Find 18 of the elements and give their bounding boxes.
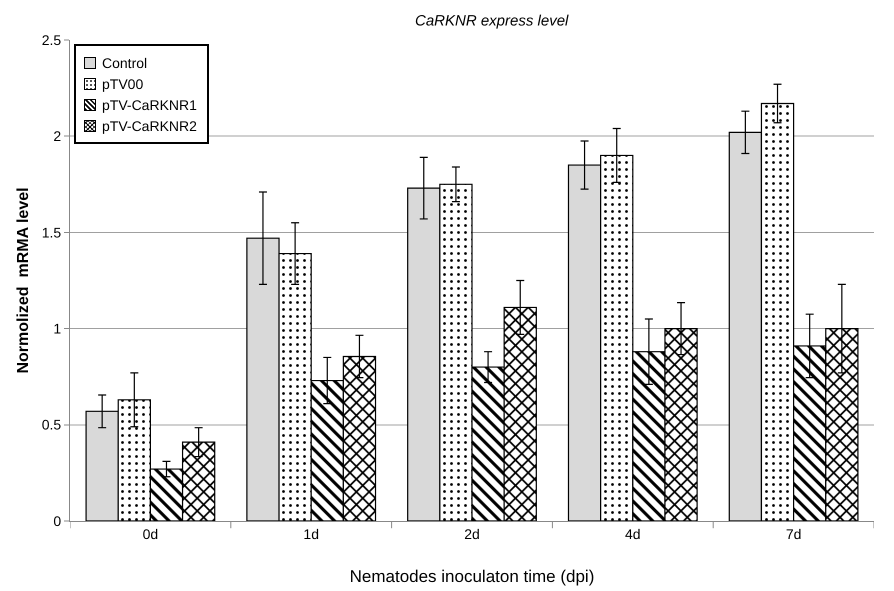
y-tick-label: 1 bbox=[53, 320, 62, 336]
x-tick-label: 7d bbox=[786, 526, 802, 542]
x-tick-label: 2d bbox=[464, 526, 480, 542]
x-tick-label: 0d bbox=[142, 526, 158, 542]
y-tick-label: 2 bbox=[53, 128, 62, 144]
y-tick-label: 0.5 bbox=[42, 416, 62, 433]
y-axis-title: Normolized mRMA level bbox=[15, 187, 32, 374]
y-tick-label: 1.5 bbox=[42, 224, 62, 240]
y-tick-label: 0 bbox=[53, 512, 62, 529]
legend-label: Control bbox=[102, 54, 148, 70]
y-tick-label: 2.5 bbox=[42, 32, 62, 48]
legend-label: pTV00 bbox=[102, 76, 144, 92]
x-axis-title: Nematodes inoculaton time (dpi) bbox=[350, 567, 594, 586]
legend-label: pTV-CaRKNR2 bbox=[102, 118, 197, 134]
x-tick-label: 1d bbox=[303, 526, 319, 542]
chart-title: CaRKNR express level bbox=[415, 12, 570, 30]
legend-label: pTV-CaRKNR1 bbox=[102, 96, 197, 112]
x-tick-label: 4d bbox=[625, 526, 641, 542]
